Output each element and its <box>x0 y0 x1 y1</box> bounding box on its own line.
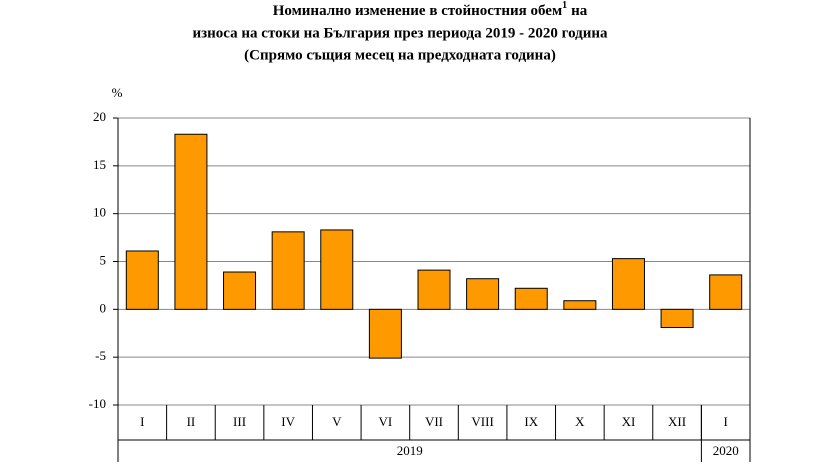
x-tick-label: VIII <box>471 414 493 429</box>
chart-title-line: Номинално изменение в стойностния обем1 н… <box>273 0 588 19</box>
subtitle: износа на стоки на България през периода… <box>192 25 608 41</box>
bar <box>563 300 597 310</box>
y-tick-label: 5 <box>100 252 107 267</box>
x-tick-label: IV <box>281 414 295 429</box>
x-tick-label: V <box>332 414 342 429</box>
subtitle2: (Спрямо същия месец на предходната годин… <box>244 47 556 63</box>
bar <box>611 258 645 310</box>
bar <box>174 133 208 310</box>
bar <box>271 231 305 310</box>
year-label: 2020 <box>713 443 739 458</box>
x-tick-label: IX <box>524 414 538 429</box>
y-tick-label: 20 <box>93 109 106 124</box>
bar <box>223 271 257 310</box>
y-axis-label: % <box>112 85 123 100</box>
bar <box>125 250 159 310</box>
bar <box>320 229 354 310</box>
x-tick-label: I <box>140 414 144 429</box>
year-label: 2019 <box>397 443 423 458</box>
title-end: на <box>571 3 588 19</box>
y-tick-label: 0 <box>100 300 107 315</box>
x-tick-label: II <box>187 414 196 429</box>
x-tick-label: I <box>724 414 728 429</box>
y-tick-label: -5 <box>95 348 106 363</box>
chart-title: Номинално изменение в стойностния обем <box>273 3 562 19</box>
y-tick-label: 15 <box>93 157 106 172</box>
y-tick-label: 10 <box>93 205 106 220</box>
title-note: 1 <box>562 0 567 11</box>
bar <box>709 274 743 310</box>
x-tick-label: X <box>575 414 585 429</box>
x-tick-label: VI <box>379 414 393 429</box>
bar <box>514 287 548 310</box>
bar <box>368 308 402 359</box>
bar <box>466 278 500 310</box>
bar <box>660 308 694 329</box>
y-tick-label: -10 <box>89 396 106 411</box>
x-tick-label: VII <box>425 414 443 429</box>
x-tick-label: XI <box>622 414 636 429</box>
x-tick-label: III <box>233 414 246 429</box>
x-tick-label: XII <box>668 414 686 429</box>
bar <box>417 269 451 310</box>
